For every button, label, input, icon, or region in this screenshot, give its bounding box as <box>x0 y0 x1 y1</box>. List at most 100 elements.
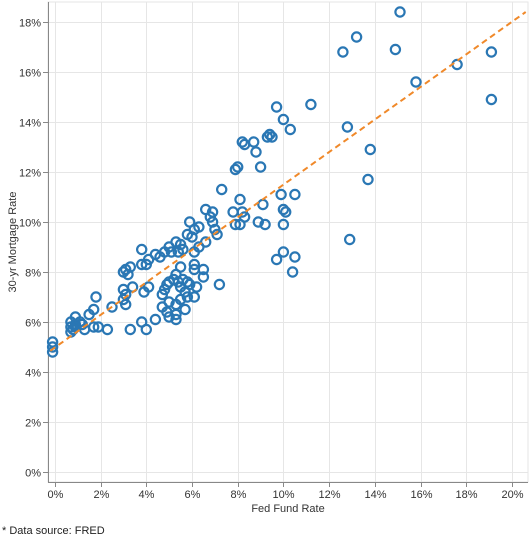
data-point <box>181 291 194 303</box>
data-point <box>362 173 374 186</box>
data-point <box>106 301 118 313</box>
data-point <box>213 278 226 291</box>
data-point <box>238 138 251 151</box>
data-point <box>277 218 290 231</box>
data-point <box>264 128 276 141</box>
data-point <box>170 308 182 321</box>
data-point <box>119 298 132 311</box>
data-point <box>485 46 498 58</box>
data-point <box>231 161 244 173</box>
data-point <box>149 313 162 326</box>
data-point <box>234 193 246 206</box>
data-point <box>186 231 198 243</box>
data-point <box>485 93 498 106</box>
data-point <box>135 258 148 271</box>
y-tick-label: 12% <box>19 168 41 180</box>
data-point <box>154 251 166 263</box>
data-point <box>90 291 102 303</box>
data-point <box>138 286 150 298</box>
x-tick-label: 2% <box>94 489 110 501</box>
trendline-layer <box>49 11 527 352</box>
axes <box>43 2 528 487</box>
y-tick-label: 8% <box>25 268 41 280</box>
x-tick-label: 18% <box>455 489 477 501</box>
data-point <box>270 253 283 266</box>
data-point <box>163 311 175 323</box>
data-point <box>179 303 191 316</box>
data-point <box>344 233 356 246</box>
data-point <box>197 263 210 276</box>
data-point <box>289 188 301 201</box>
grid-lines <box>47 1 529 483</box>
data-point <box>190 281 203 293</box>
data-point <box>257 198 269 211</box>
y-tick-label: 16% <box>19 68 41 80</box>
data-point <box>247 136 260 148</box>
data-point <box>394 6 406 18</box>
data-point <box>65 321 77 333</box>
data-point <box>83 308 95 321</box>
data-point <box>277 113 290 126</box>
y-tick-label: 2% <box>25 418 41 430</box>
data-point <box>197 271 210 283</box>
trend-line <box>49 11 527 352</box>
x-tick-label: 12% <box>318 489 340 501</box>
x-tick-label: 14% <box>364 489 386 501</box>
data-point <box>284 123 296 136</box>
data-point <box>211 228 223 241</box>
data-point <box>259 218 271 231</box>
data-point <box>305 98 317 111</box>
data-point <box>254 161 267 173</box>
x-tick-label: 8% <box>231 489 247 501</box>
data-point <box>67 323 79 336</box>
y-tick-label: 18% <box>19 18 41 30</box>
data-point <box>229 218 242 231</box>
x-tick-label: 20% <box>501 489 523 501</box>
data-point <box>234 218 246 231</box>
data-point <box>140 258 152 271</box>
data-point <box>156 288 168 301</box>
data-point <box>124 323 137 336</box>
data-point <box>280 206 292 218</box>
data-point <box>275 188 287 201</box>
data-point <box>46 346 59 358</box>
data-point <box>250 146 262 158</box>
data-point <box>188 291 200 303</box>
data-point <box>337 46 349 58</box>
data-point <box>286 266 299 278</box>
y-tick-label: 6% <box>25 318 41 330</box>
data-point <box>410 76 422 88</box>
data-point <box>78 323 91 336</box>
data-point <box>135 243 148 256</box>
y-tick-label: 0% <box>25 468 41 480</box>
data-point <box>122 268 134 281</box>
data-point <box>215 183 228 196</box>
data-point <box>389 43 402 56</box>
data-point <box>140 323 152 336</box>
data-point <box>227 206 239 218</box>
data-point <box>236 136 248 148</box>
data-point <box>364 143 376 156</box>
x-tick-label: 4% <box>139 489 155 501</box>
data-point <box>350 31 363 43</box>
x-tick-label: 16% <box>410 489 432 501</box>
data-point <box>341 121 354 133</box>
data-point <box>270 101 283 113</box>
data-points <box>46 6 498 358</box>
data-point <box>172 246 184 258</box>
data-point <box>451 58 463 71</box>
y-tick-label: 10% <box>19 218 41 230</box>
data-point <box>266 131 278 143</box>
plot-frame <box>47 1 529 483</box>
data-point <box>101 323 114 336</box>
data-point <box>199 236 212 248</box>
y-axis-title: 30-yr Mortgage Rate <box>7 192 19 293</box>
data-source-footnote: * Data source: FRED <box>2 525 105 537</box>
data-point <box>277 203 290 216</box>
x-tick-label: 6% <box>185 489 201 501</box>
data-point <box>261 131 274 143</box>
data-point <box>170 313 182 326</box>
tick-labels: 0% 2% 4% 6% 8% 10% 12% 14% 16% 18% 20% 0% 2% 4% 6% 8% 10… <box>19 18 524 502</box>
